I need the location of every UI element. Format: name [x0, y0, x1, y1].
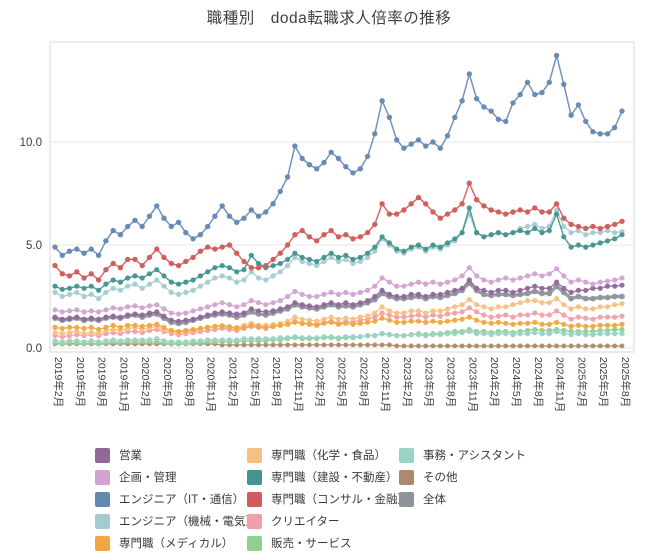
legend-swatch	[95, 469, 110, 485]
series-markers-6	[52, 205, 625, 293]
legend-label: 専門職（化学・食品）	[271, 450, 386, 462]
legend-label: 専門職（コンサル・金融）	[271, 494, 409, 506]
legend-label: 全体	[423, 494, 446, 506]
chart-title: 職種別 doda転職求人倍率の推移	[206, 10, 452, 27]
legend-item-0: 営業	[95, 444, 257, 466]
legend-label: 企画・管理	[119, 472, 177, 484]
legend-item-5: 専門職（化学・食品）	[247, 444, 409, 466]
legend-item-9: 販売・サービス	[247, 532, 409, 554]
x-tick-label: 2023年8月	[445, 357, 458, 407]
legend-swatch	[247, 535, 262, 551]
legend-column-1: 専門職（化学・食品） 専門職（建設・不動産） 専門職（コンサル・金融） クリエイター販…	[247, 444, 409, 554]
legend-swatch	[399, 491, 414, 507]
x-tick-label: 2021年2月	[226, 357, 239, 407]
legend-label: 販売・サービス	[271, 538, 352, 550]
x-tick-label: 2021年8月	[270, 357, 283, 407]
x-tick-label: 2022年11月	[379, 357, 392, 412]
legend-label: 専門職（建設・不動産）	[271, 472, 398, 484]
x-tick-label: 2020年5月	[161, 357, 174, 407]
legend-label: 専門職（メディカル）	[119, 538, 234, 550]
x-tick-label: 2023年5月	[423, 357, 436, 407]
legend-item-6: 専門職（建設・不動産）	[247, 466, 409, 488]
legend-swatch	[399, 447, 414, 463]
x-tick-label: 2022年8月	[357, 357, 370, 407]
legend-swatch	[95, 491, 110, 507]
legend-item-3: エンジニア（機械・電気）	[95, 510, 257, 532]
x-tick-label: 2023年11月	[466, 357, 479, 412]
legend-label: その他	[423, 472, 458, 484]
x-tick-label: 2021年5月	[248, 357, 261, 407]
legend-label: 事務・アシスタント	[423, 450, 527, 462]
legend-item-2: エンジニア（IT・通信）	[95, 488, 257, 510]
legend-swatch	[247, 491, 262, 507]
series-markers-4	[52, 314, 625, 335]
y-tick-label: 0.0	[26, 343, 42, 355]
x-tick-label: 2019年11月	[117, 357, 130, 412]
x-tick-label: 2024年11月	[554, 357, 567, 412]
x-tick-label: 2024年2月	[488, 357, 501, 407]
x-tick-label: 2021年11月	[292, 357, 305, 412]
legend-item-7: 専門職（コンサル・金融）	[247, 488, 409, 510]
x-tick-label: 2019年5月	[74, 357, 87, 407]
legend-item-4: 専門職（メディカル）	[95, 532, 257, 554]
y-tick-label: 5.0	[26, 240, 42, 252]
x-tick-label: 2020年8月	[183, 357, 196, 407]
legend-label: エンジニア（機械・電気）	[119, 516, 257, 528]
legend-item-8: クリエイター	[247, 510, 409, 532]
legend: 営業企画・管理エンジニア（IT・通信） エンジニア（機械・電気） 専門職（メディカル…	[0, 444, 658, 551]
series-markers-7	[52, 180, 625, 283]
legend-item-12: 全体	[399, 488, 526, 510]
series-markers-11	[52, 341, 625, 349]
legend-label: 営業	[119, 450, 142, 462]
x-tick-label: 2025年2月	[575, 357, 588, 407]
plot-border	[49, 41, 635, 353]
x-tick-label: 2024年5月	[510, 357, 523, 407]
legend-swatch	[95, 447, 110, 463]
x-tick-label: 2024年8月	[532, 357, 545, 407]
legend-swatch	[247, 469, 262, 485]
legend-swatch	[95, 513, 110, 529]
legend-label: クリエイター	[271, 516, 340, 528]
x-tick-label: 2019年2月	[52, 357, 65, 407]
series-markers-2	[52, 52, 625, 258]
x-tick-label: 2023年2月	[401, 357, 414, 407]
legend-column-2: 事務・アシスタント その他全体	[399, 444, 526, 510]
legend-swatch	[247, 447, 262, 463]
legend-label: エンジニア（IT・通信）	[119, 494, 245, 506]
x-tick-label: 2025年5月	[597, 357, 610, 407]
series-markers-1	[52, 265, 625, 317]
x-tick-label: 2022年5月	[336, 357, 349, 407]
legend-swatch	[247, 513, 262, 529]
x-tick-label: 2025年8月	[619, 357, 632, 407]
legend-swatch	[95, 535, 110, 551]
legend-item-11: その他	[399, 466, 526, 488]
x-tick-label: 2019年8月	[96, 357, 109, 407]
legend-column-0: 営業企画・管理エンジニア（IT・通信） エンジニア（機械・電気） 専門職（メディカル…	[95, 444, 257, 554]
series-markers-10	[52, 328, 625, 345]
legend-swatch	[399, 469, 414, 485]
x-tick-label: 2020年11月	[205, 357, 218, 412]
plot-area: 0.0 5.0 10.0 2019年2月 2019年5月 2019年8月 2019年11月 2…	[20, 41, 635, 412]
legend-item-10: 事務・アシスタント	[399, 444, 526, 466]
x-tick-label: 2022年2月	[314, 357, 327, 407]
y-tick-label: 10.0	[20, 137, 42, 149]
x-tick-label: 2020年2月	[139, 357, 152, 407]
legend-item-1: 企画・管理	[95, 466, 257, 488]
series-markers-0	[52, 277, 625, 324]
